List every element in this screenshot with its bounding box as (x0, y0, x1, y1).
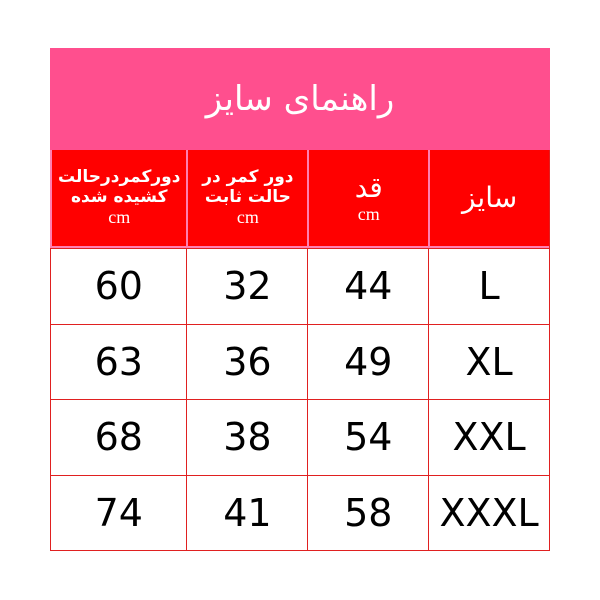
column-unit: cm (108, 207, 131, 228)
column-label: سایز (461, 180, 518, 214)
column-header: دور کمر در حالت ثابت cm (186, 150, 308, 248)
column-header: قد cm (307, 150, 429, 248)
size-guide: راهنمای سایز سایز قد cm دور کمر در حالت ثاب… (50, 48, 550, 551)
column-unit: cm (357, 203, 380, 224)
column-label: دورکمردرحالت کشیده شده (58, 167, 181, 207)
table-cell: L (428, 248, 549, 324)
size-table: سایز قد cm دور کمر در حالت ثابت cm دورکمردرحا… (50, 150, 550, 551)
table-cell: XXL (428, 399, 549, 475)
column-header: سایز (428, 150, 549, 248)
table-cell: 36 (186, 323, 308, 399)
table-cell: 63 (50, 323, 187, 399)
table-cell: 74 (50, 474, 187, 550)
column-label: قد (354, 170, 383, 204)
column-header: دورکمردرحالت کشیده شده cm (50, 150, 187, 248)
table-cell: 32 (186, 248, 308, 324)
table-cell: 68 (50, 399, 187, 475)
column-unit: cm (236, 207, 259, 228)
table-cell: 41 (186, 474, 308, 550)
table-cell: 44 (307, 248, 429, 324)
table-cell: XL (428, 323, 549, 399)
table-cell: XXXL (428, 474, 549, 550)
table-cell: 60 (50, 248, 187, 324)
table-cell: 54 (307, 399, 429, 475)
title: راهنمای سایز (50, 48, 550, 150)
column-label: دور کمر در حالت ثابت (202, 167, 294, 207)
table-cell: 49 (307, 323, 429, 399)
table-cell: 38 (186, 399, 308, 475)
table-cell: 58 (307, 474, 429, 550)
